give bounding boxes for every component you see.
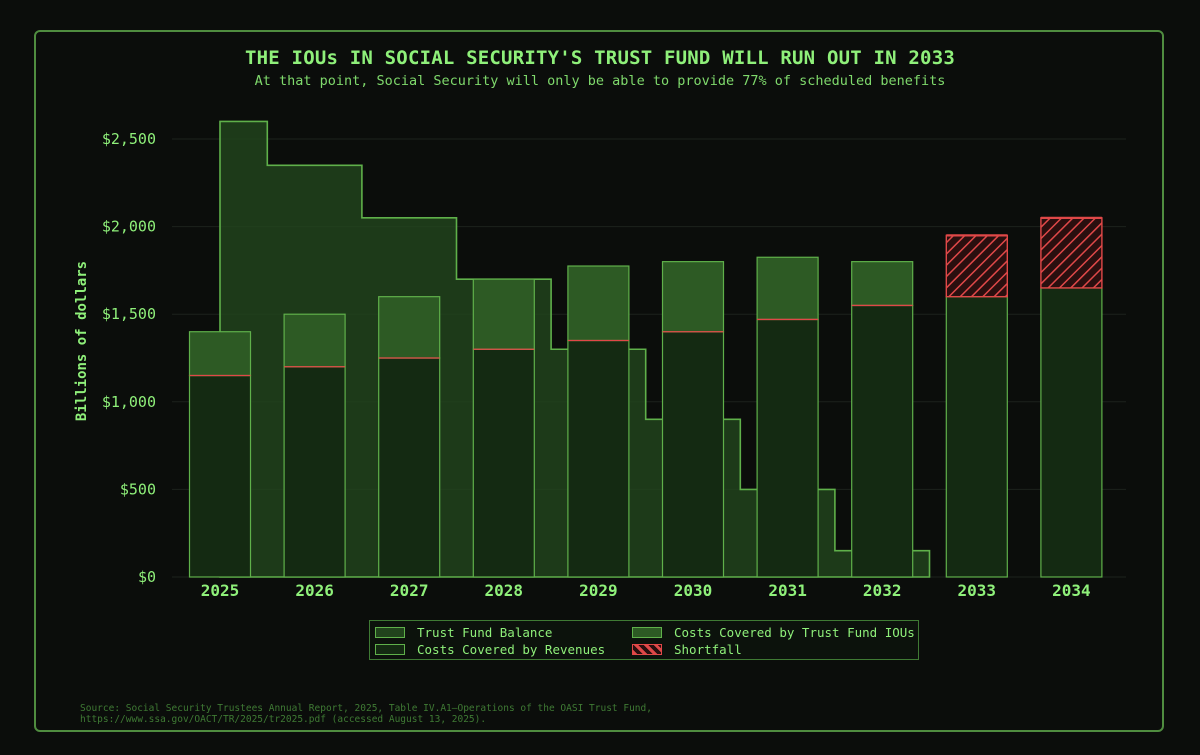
legend-item-trust-fund: Trust Fund Balance <box>375 624 552 640</box>
legend-swatch-revenue <box>375 643 405 655</box>
y-tick-label: $1,500 <box>102 305 156 323</box>
x-tick-label: 2025 <box>201 581 240 600</box>
bar-revenue-2033 <box>945 296 1008 578</box>
source-note: Source: Social Security Trustees Annual … <box>80 703 652 725</box>
legend-label-iou: Costs Covered by Trust Fund IOUs <box>674 624 915 640</box>
y-tick-label: $2,000 <box>102 218 156 236</box>
bar-shortfall-2034 <box>1040 217 1103 289</box>
bar-revenue-2028 <box>472 348 535 578</box>
bar-iou-2028 <box>472 278 535 350</box>
legend-label-trust-fund: Trust Fund Balance <box>417 624 553 640</box>
legend-label-shortfall: Shortfall <box>674 641 742 657</box>
bar-iou-2027 <box>378 296 441 359</box>
bar-iou-2025 <box>188 331 252 377</box>
x-tick-label: 2028 <box>485 581 524 600</box>
x-tick-label: 2026 <box>295 581 334 600</box>
x-tick-label: 2033 <box>958 581 997 600</box>
bar-revenue-2026 <box>283 366 346 578</box>
x-tick-label: 2031 <box>768 581 807 600</box>
x-tick-label: 2032 <box>863 581 902 600</box>
bar-iou-2032 <box>851 261 914 307</box>
legend-label-revenue: Costs Covered by Revenues <box>417 641 606 657</box>
y-tick-label: $500 <box>120 480 156 498</box>
bar-revenue-2031 <box>756 318 819 578</box>
bar-iou-2030 <box>661 261 725 333</box>
legend-swatch-shortfall <box>632 643 662 655</box>
bar-iou-2026 <box>283 313 346 368</box>
bar-revenue-2032 <box>851 304 914 578</box>
bar-revenue-2030 <box>661 331 725 578</box>
y-tick-label: $2,500 <box>102 130 156 148</box>
legend-item-iou: Costs Covered by Trust Fund IOUs <box>632 624 915 640</box>
legend-swatch-trust-fund <box>375 626 405 638</box>
bar-iou-2029 <box>567 265 630 342</box>
legend-swatch-iou <box>632 626 662 638</box>
chart-title: THE IOUs IN SOCIAL SECURITY'S TRUST FUND… <box>245 47 955 69</box>
bar-revenue-2025 <box>188 374 252 578</box>
y-tick-label: $1,000 <box>102 393 156 411</box>
legend-item-revenue: Costs Covered by Revenues <box>375 641 605 657</box>
bar-iou-2031 <box>756 256 819 321</box>
bar-revenue-2029 <box>567 339 630 578</box>
bar-shortfall-2033 <box>945 234 1008 298</box>
chart-subtitle: At that point, Social Security will only… <box>254 73 946 89</box>
source-line-1: Source: Social Security Trustees Annual … <box>80 703 652 714</box>
x-tick-label: 2034 <box>1052 581 1091 600</box>
x-tick-label: 2027 <box>390 581 429 600</box>
bar-revenue-2034 <box>1040 287 1103 578</box>
source-line-2: https://www.ssa.gov/OACT/TR/2025/tr2025.… <box>80 714 487 725</box>
legend-item-shortfall: Shortfall <box>632 641 742 657</box>
chart-frame <box>34 30 1164 732</box>
x-tick-label: 2029 <box>579 581 618 600</box>
bar-revenue-2027 <box>378 357 441 578</box>
legend: Trust Fund Balance Costs Covered by Trus… <box>369 620 919 660</box>
y-axis-label: Billions of dollars <box>74 261 90 421</box>
y-tick-label: $0 <box>138 568 156 586</box>
x-tick-label: 2030 <box>674 581 713 600</box>
